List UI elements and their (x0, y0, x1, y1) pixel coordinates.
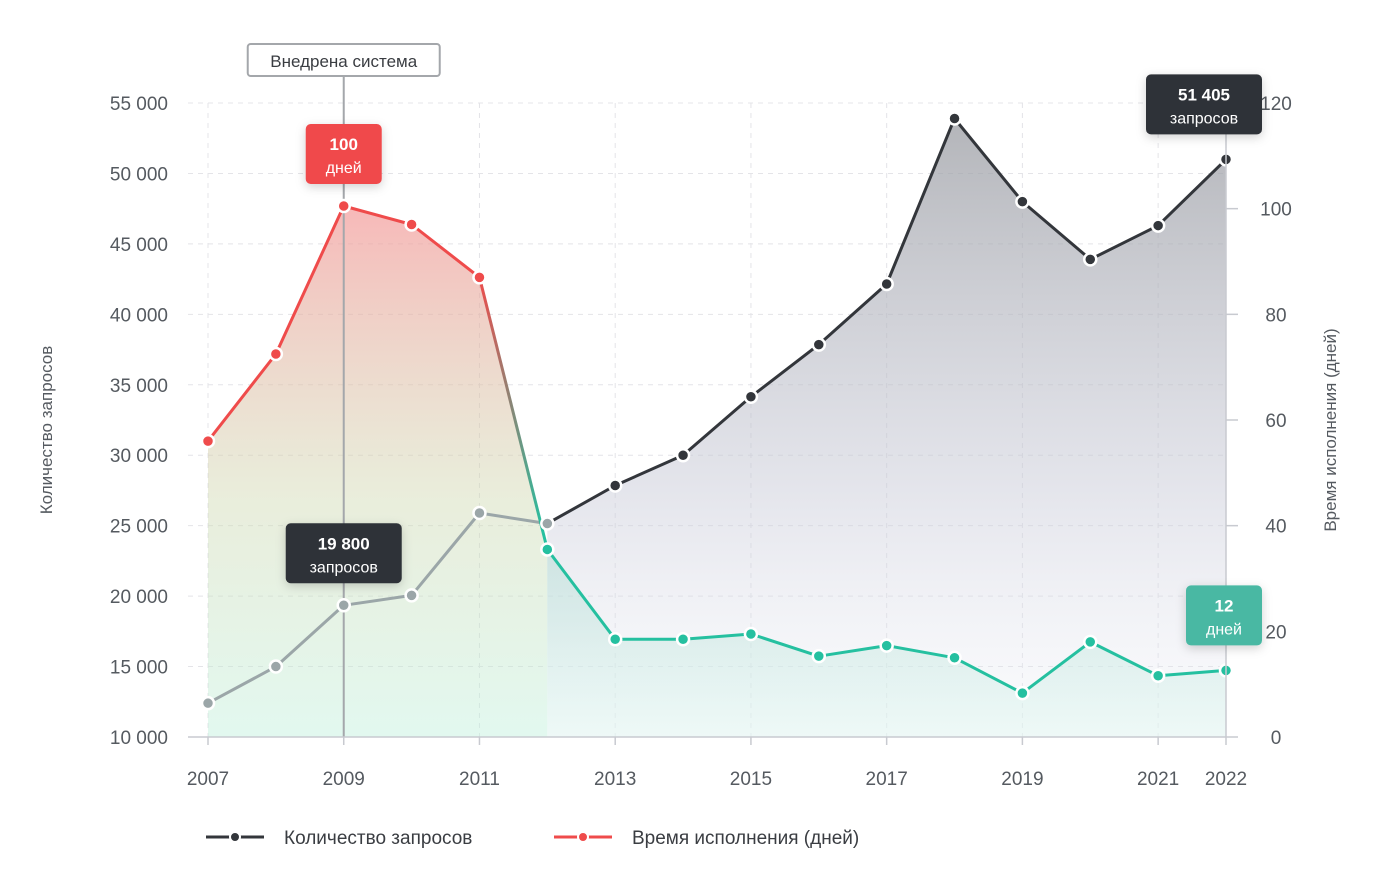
time-point (336, 198, 351, 214)
time-point (540, 542, 555, 557)
legend: Количество запросов Время исполнения (дне… (206, 828, 859, 849)
y-left-tick-label: 50 000 (110, 164, 168, 185)
y-right-axis-title: Время исполнения (дней) (1321, 328, 1340, 531)
y-left-tick-label: 55 000 (110, 94, 168, 115)
y-left-tick-label: 30 000 (110, 446, 168, 467)
area-time-before (208, 206, 548, 737)
time-point (743, 626, 759, 642)
time-point (1015, 685, 1030, 701)
callout-value: 100 (330, 135, 358, 154)
x-tick-label: 2021 (1137, 769, 1179, 790)
x-tick-label: 2011 (459, 769, 500, 790)
y-left-tick-label: 35 000 (110, 376, 168, 397)
time-point (404, 217, 419, 232)
x-tick-label: 2009 (323, 769, 365, 790)
callout-value: 12 (1215, 596, 1234, 615)
requests-point (1150, 218, 1166, 233)
callout-box (285, 523, 402, 584)
time-point (879, 638, 894, 653)
y-left-tick-label: 20 000 (110, 587, 168, 608)
time-point (947, 650, 962, 665)
time-point (1083, 634, 1098, 650)
requests-point (1083, 252, 1098, 267)
series-points (200, 111, 1234, 711)
requests-point (268, 659, 284, 674)
requests-point (607, 478, 623, 493)
legend-swatch-dot (577, 831, 589, 843)
y-left-tick-label: 10 000 (110, 728, 168, 749)
y-left-tick-label: 15 000 (110, 658, 168, 679)
requests-point (811, 337, 827, 352)
axes: 10 000 15 000 20 000 25 000 30 000 35 000 40 0… (37, 93, 1340, 790)
time-point (200, 433, 216, 449)
y-right-tick-label: 120 (1260, 94, 1292, 115)
legend-label: Время исполнения (дней) (632, 828, 859, 849)
y-right-tick-label: 40 (1265, 517, 1286, 538)
requests-point (743, 389, 759, 405)
y-right-tick-label: 100 (1260, 200, 1292, 221)
area-requests-after (547, 118, 1226, 737)
legend-item: Время исполнения (дней) (554, 828, 859, 849)
y-left-tick-label: 25 000 (110, 517, 168, 538)
callouts: 100 дней 19 800 запросов 51 405 запросов 12 дне… (285, 74, 1262, 646)
requests-point (947, 111, 962, 126)
y-left-axis-title: Количество запросов (37, 346, 56, 515)
event-label-box (246, 43, 441, 77)
time-line-transition (478, 277, 549, 550)
event-marker: Внедрена система (246, 43, 441, 737)
callout-box (1146, 74, 1262, 135)
x-tick-label: 2017 (866, 769, 908, 790)
time-point (811, 648, 827, 664)
x-tick-label: 2007 (187, 769, 229, 790)
requests-point (336, 598, 351, 613)
y-left-tick-label: 45 000 (110, 235, 168, 256)
legend-swatch-dot (229, 831, 241, 843)
callout-value: 51 405 (1178, 85, 1230, 104)
time-point (1150, 668, 1166, 683)
requests-point (675, 447, 691, 463)
event-label: Внедрена система (270, 52, 417, 71)
callout-box (1186, 585, 1262, 646)
requests-point (472, 505, 487, 521)
requests-point (404, 588, 419, 603)
time-point (268, 346, 284, 362)
time-point (607, 632, 623, 647)
callout-unit: запросов (1170, 110, 1238, 127)
time-point (675, 632, 691, 647)
y-left-tick-label: 40 000 (110, 305, 168, 326)
callout-box (305, 124, 382, 185)
y-right-tick-label: 20 (1265, 622, 1286, 643)
requests-point (879, 276, 894, 292)
x-tick-label: 2013 (594, 769, 636, 790)
x-tick-label: 2019 (1001, 769, 1043, 790)
area-fills (208, 118, 1226, 737)
y-right-tick-label: 60 (1265, 411, 1286, 432)
callout: 100 дней (305, 124, 382, 185)
legend-item: Количество запросов (206, 828, 472, 849)
x-tick-label: 2015 (730, 769, 772, 790)
x-tick-label: 2022 (1205, 769, 1247, 790)
callout-value: 19 800 (318, 534, 370, 553)
callout-unit: дней (326, 160, 362, 177)
callout: 19 800 запросов (285, 523, 402, 584)
y-right-tick-label: 0 (1271, 728, 1282, 749)
requests-point (200, 695, 216, 711)
requests-point (1015, 194, 1030, 209)
callout-unit: дней (1206, 621, 1242, 638)
callout: 51 405 запросов (1146, 74, 1262, 135)
legend-label: Количество запросов (284, 828, 472, 849)
callout: 12 дней (1186, 585, 1262, 646)
requests-point (540, 516, 555, 531)
requests-line-before (207, 511, 548, 705)
time-point (472, 270, 487, 285)
y-right-tick-label: 80 (1265, 305, 1286, 326)
callout-unit: запросов (310, 559, 378, 576)
